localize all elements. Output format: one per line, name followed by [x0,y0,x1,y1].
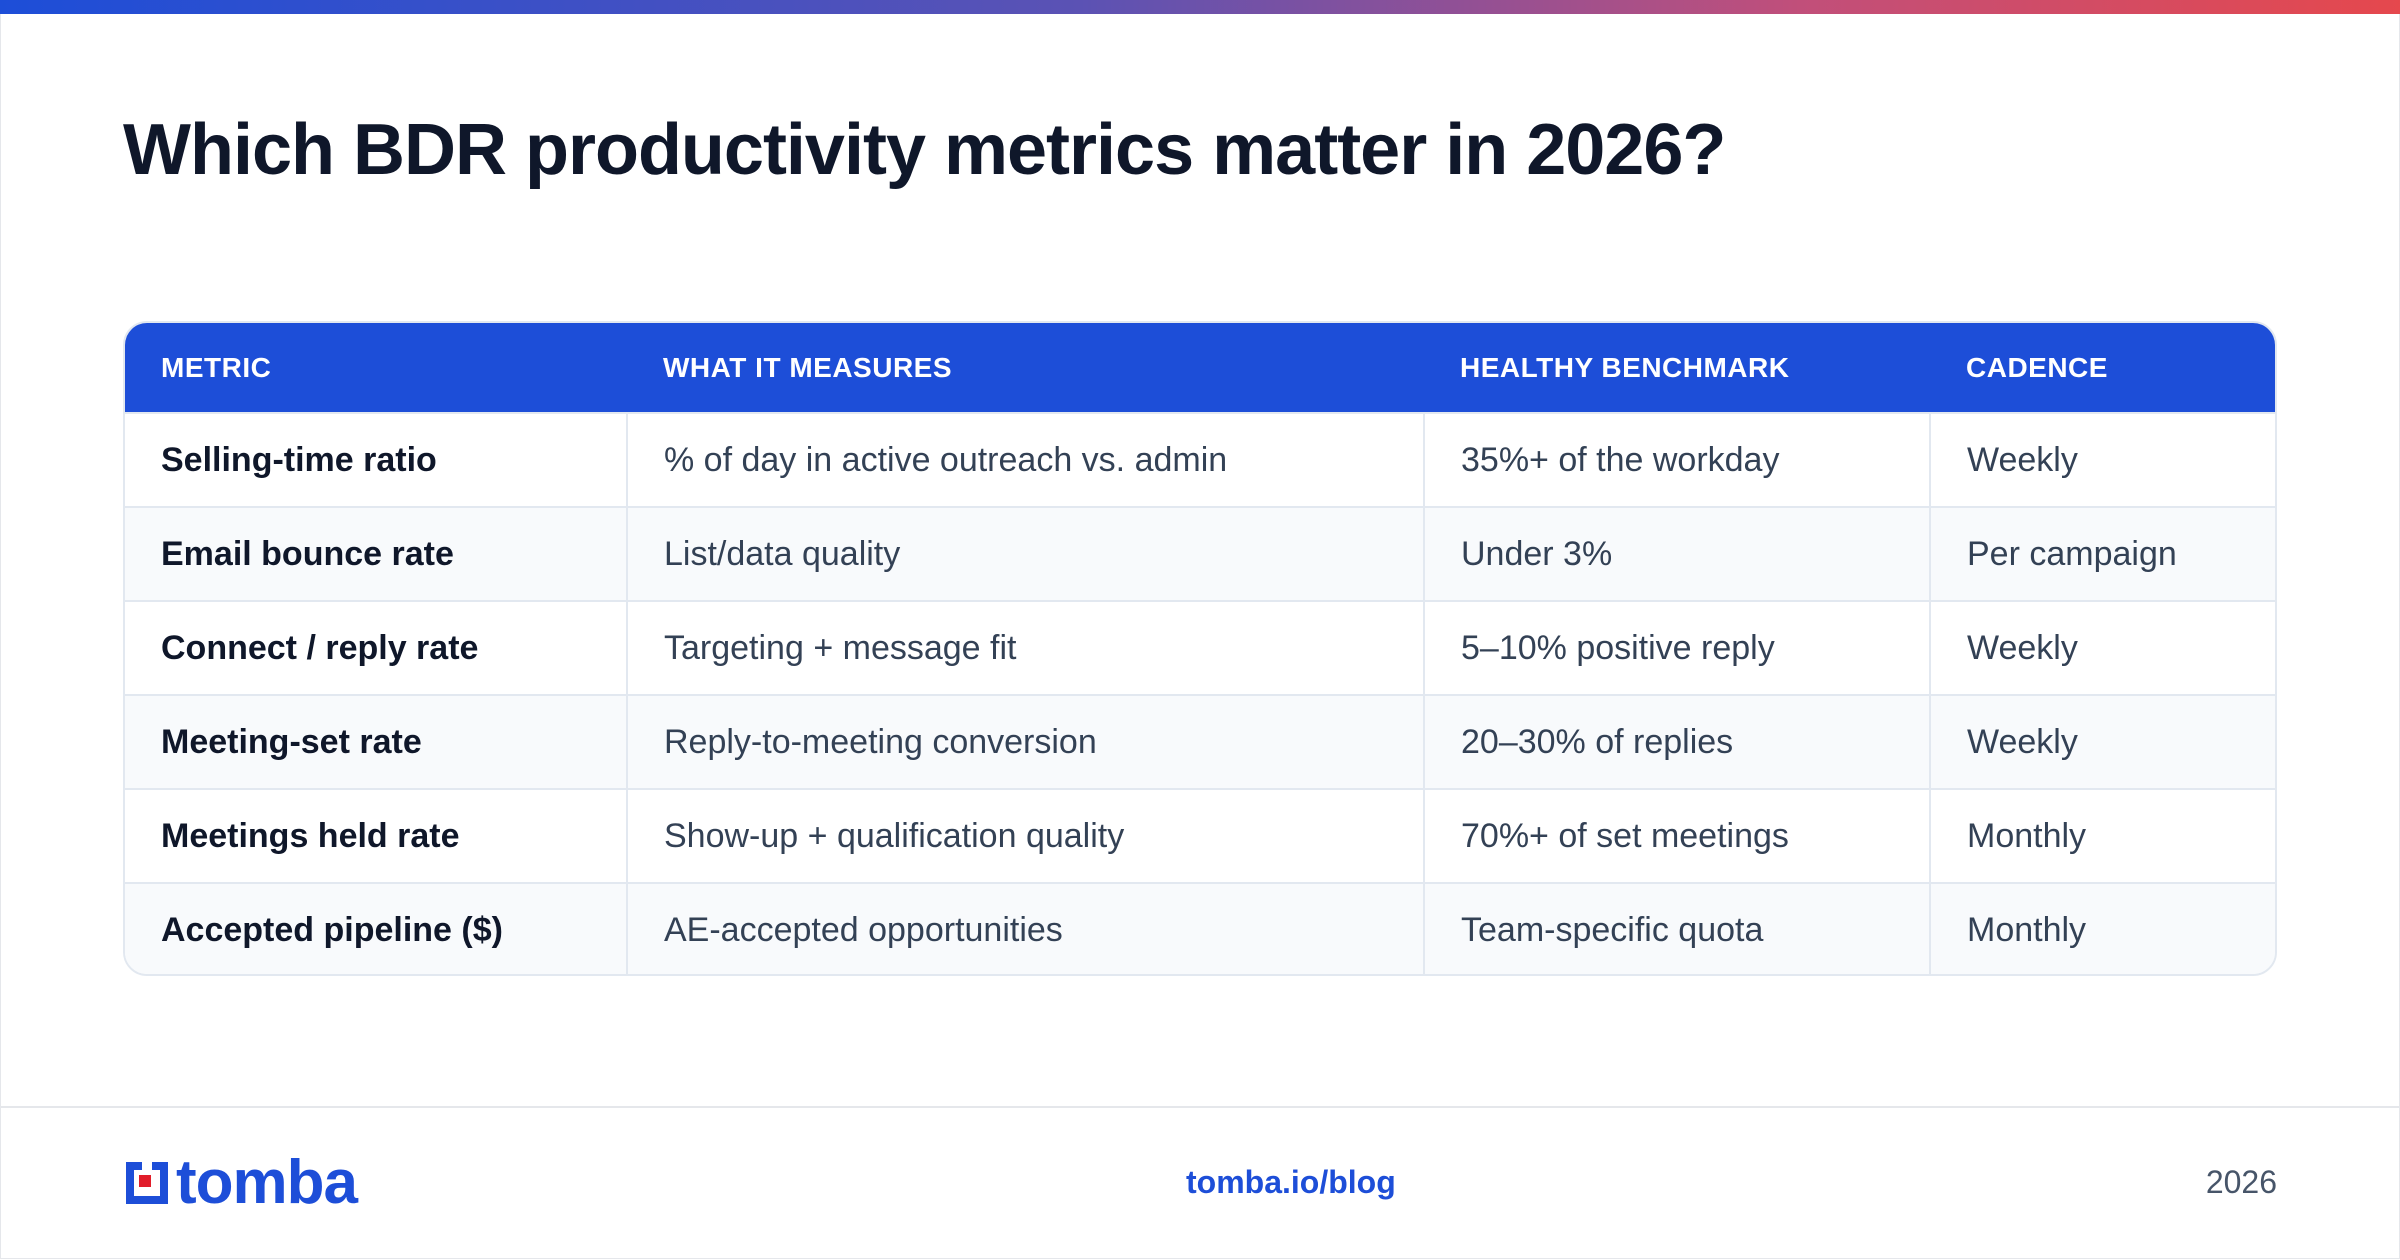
measures-cell: % of day in active outreach vs. admin [627,412,1425,507]
metric-cell: Email bounce rate [125,506,628,601]
table-row: Meeting-set rate Reply-to-meeting conver… [125,694,2275,789]
measures-cell: AE-accepted opportunities [627,882,1425,974]
header-cadence: CADENCE [1966,351,2108,383]
footer-year: 2026 [2205,1164,2277,1200]
top-gradient-bar [0,0,2400,14]
benchmark-cell: 70%+ of set meetings [1424,788,1931,883]
measures-cell: Targeting + message fit [627,600,1425,695]
metric-cell: Connect / reply rate [125,600,628,695]
benchmark-cell: 35%+ of the workday [1424,412,1931,507]
table-row: Meetings held rate Show-up + qualificati… [125,788,2275,883]
cadence-cell: Per campaign [1930,506,2275,601]
table-row: Email bounce rate List/data quality Unde… [125,506,2275,601]
benchmark-cell: 5–10% positive reply [1424,600,1931,695]
table-row: Selling-time ratio % of day in active ou… [125,412,2275,507]
tomba-logo-mark-icon [126,1162,168,1204]
header-what-it-measures: WHAT IT MEASURES [663,351,953,383]
measures-cell: Show-up + qualification quality [627,788,1425,883]
benchmark-cell: Team-specific quota [1424,882,1931,974]
table-row: Connect / reply rate Targeting + message… [125,600,2275,695]
tomba-logo[interactable]: tomba [122,1148,358,1217]
measures-cell: Reply-to-meeting conversion [627,694,1425,789]
header-healthy-benchmark: HEALTHY BENCHMARK [1460,351,1790,383]
benchmark-cell: Under 3% [1424,506,1931,601]
metric-cell: Meeting-set rate [125,694,628,789]
cadence-cell: Monthly [1930,882,2275,974]
cadence-cell: Weekly [1930,694,2275,789]
footer-divider [0,1106,2400,1108]
metric-cell: Accepted pipeline ($) [125,882,628,974]
metrics-table: METRIC WHAT IT MEASURES HEALTHY BENCHMAR… [123,321,2277,976]
logo-wordmark: tomba [176,1148,358,1217]
cadence-cell: Weekly [1930,600,2275,695]
cadence-cell: Weekly [1930,412,2275,507]
metric-cell: Selling-time ratio [125,412,628,507]
header-metric: METRIC [161,351,272,383]
table-header-row: METRIC WHAT IT MEASURES HEALTHY BENCHMAR… [125,323,2275,413]
benchmark-cell: 20–30% of replies [1424,694,1931,789]
table-row: Accepted pipeline ($) AE-accepted opport… [125,882,2275,974]
blog-link[interactable]: tomba.io/blog [1186,1164,1396,1200]
cadence-cell: Monthly [1930,788,2275,883]
measures-cell: List/data quality [627,506,1425,601]
page-title: Which BDR productivity metrics matter in… [123,110,1726,190]
metric-cell: Meetings held rate [125,788,628,883]
